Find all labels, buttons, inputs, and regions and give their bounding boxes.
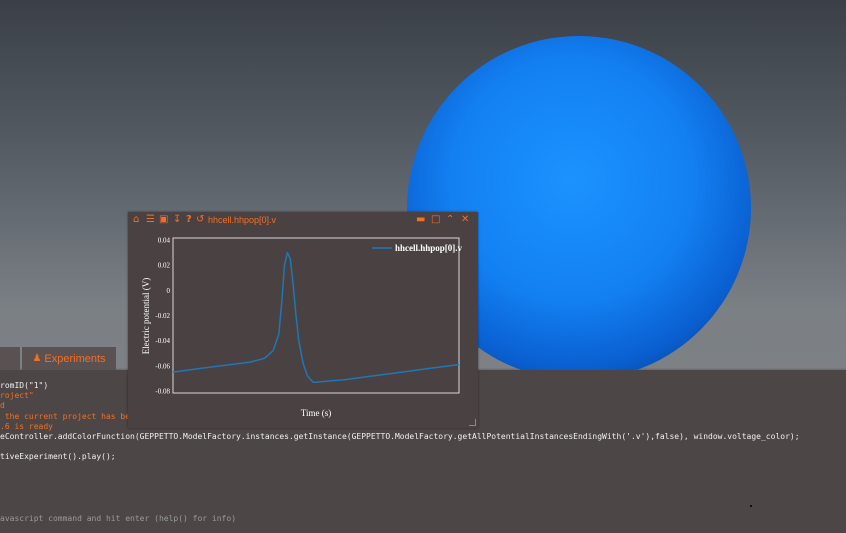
series-line bbox=[172, 251, 460, 383]
widget-title: hhcell.hhpop[0].v bbox=[208, 215, 277, 225]
y-tick-label: 0.04 bbox=[158, 237, 171, 245]
voltage-plot[interactable]: 0.04 0.02 0 -0.02 -0.04 -0.06 -0.08 Electric p… bbox=[128, 212, 478, 428]
resize-handle[interactable] bbox=[469, 419, 476, 426]
series-group bbox=[172, 251, 460, 383]
console-line: tiveExperiment().play(); bbox=[0, 452, 116, 462]
collapse-icon[interactable]: ⌃ bbox=[446, 214, 455, 225]
y-tick-label: -0.06 bbox=[155, 362, 170, 370]
maximize-icon[interactable]: □ bbox=[431, 214, 441, 225]
history-icon[interactable]: ↺ bbox=[196, 214, 205, 225]
user-flask-icon: ♟ bbox=[32, 353, 42, 364]
download-icon[interactable]: ↧ bbox=[173, 214, 182, 225]
y-tick-label: -0.04 bbox=[155, 337, 170, 345]
console-line: eController.addColorFunction(GEPPETTO.Mo… bbox=[0, 432, 800, 442]
y-tick-label: -0.08 bbox=[155, 388, 170, 396]
console-tab[interactable] bbox=[0, 347, 20, 370]
y-axis-label: Electric potential (V) bbox=[141, 278, 151, 354]
plot-frame bbox=[172, 237, 460, 394]
tab-experiments-label: Experiments bbox=[44, 352, 106, 365]
y-tick-label: 0 bbox=[167, 287, 171, 295]
y-axis-ticks: 0.04 0.02 0 -0.02 -0.04 -0.06 -0.08 bbox=[155, 237, 170, 396]
close-icon[interactable]: ✕ bbox=[461, 214, 470, 225]
y-tick-label: 0.02 bbox=[158, 262, 171, 270]
image-icon[interactable]: ▣ bbox=[159, 214, 169, 225]
help-icon[interactable]: ? bbox=[186, 214, 192, 225]
legend-label: hhcell.hhpop[0].v bbox=[395, 243, 463, 253]
home-icon[interactable]: ⌂ bbox=[133, 214, 140, 225]
console-line: roject" bbox=[0, 391, 34, 401]
console-line: .6 is ready bbox=[0, 421, 53, 431]
cursor-dot bbox=[750, 505, 752, 507]
minimize-icon[interactable]: ▬ bbox=[416, 214, 426, 225]
plot-widget[interactable]: ⌂ ☰ ▣ ↧ ? ↺ hhcell.hhpop[0].v ▬ □ ⌃ ✕ 0.… bbox=[128, 212, 478, 428]
console-line bbox=[0, 442, 846, 452]
list-icon[interactable]: ☰ bbox=[146, 214, 155, 225]
x-axis-label: Time (s) bbox=[301, 408, 331, 418]
tab-experiments[interactable]: ♟ Experiments bbox=[22, 347, 116, 370]
y-tick-label: -0.02 bbox=[155, 312, 170, 320]
console-line: d bbox=[0, 401, 5, 411]
console-input[interactable]: avascript command and hit enter (help() … bbox=[0, 514, 237, 523]
widget-header[interactable]: ⌂ ☰ ▣ ↧ ? ↺ hhcell.hhpop[0].v ▬ □ ⌃ ✕ bbox=[128, 212, 478, 228]
console-line: romID("1") bbox=[0, 381, 49, 390]
